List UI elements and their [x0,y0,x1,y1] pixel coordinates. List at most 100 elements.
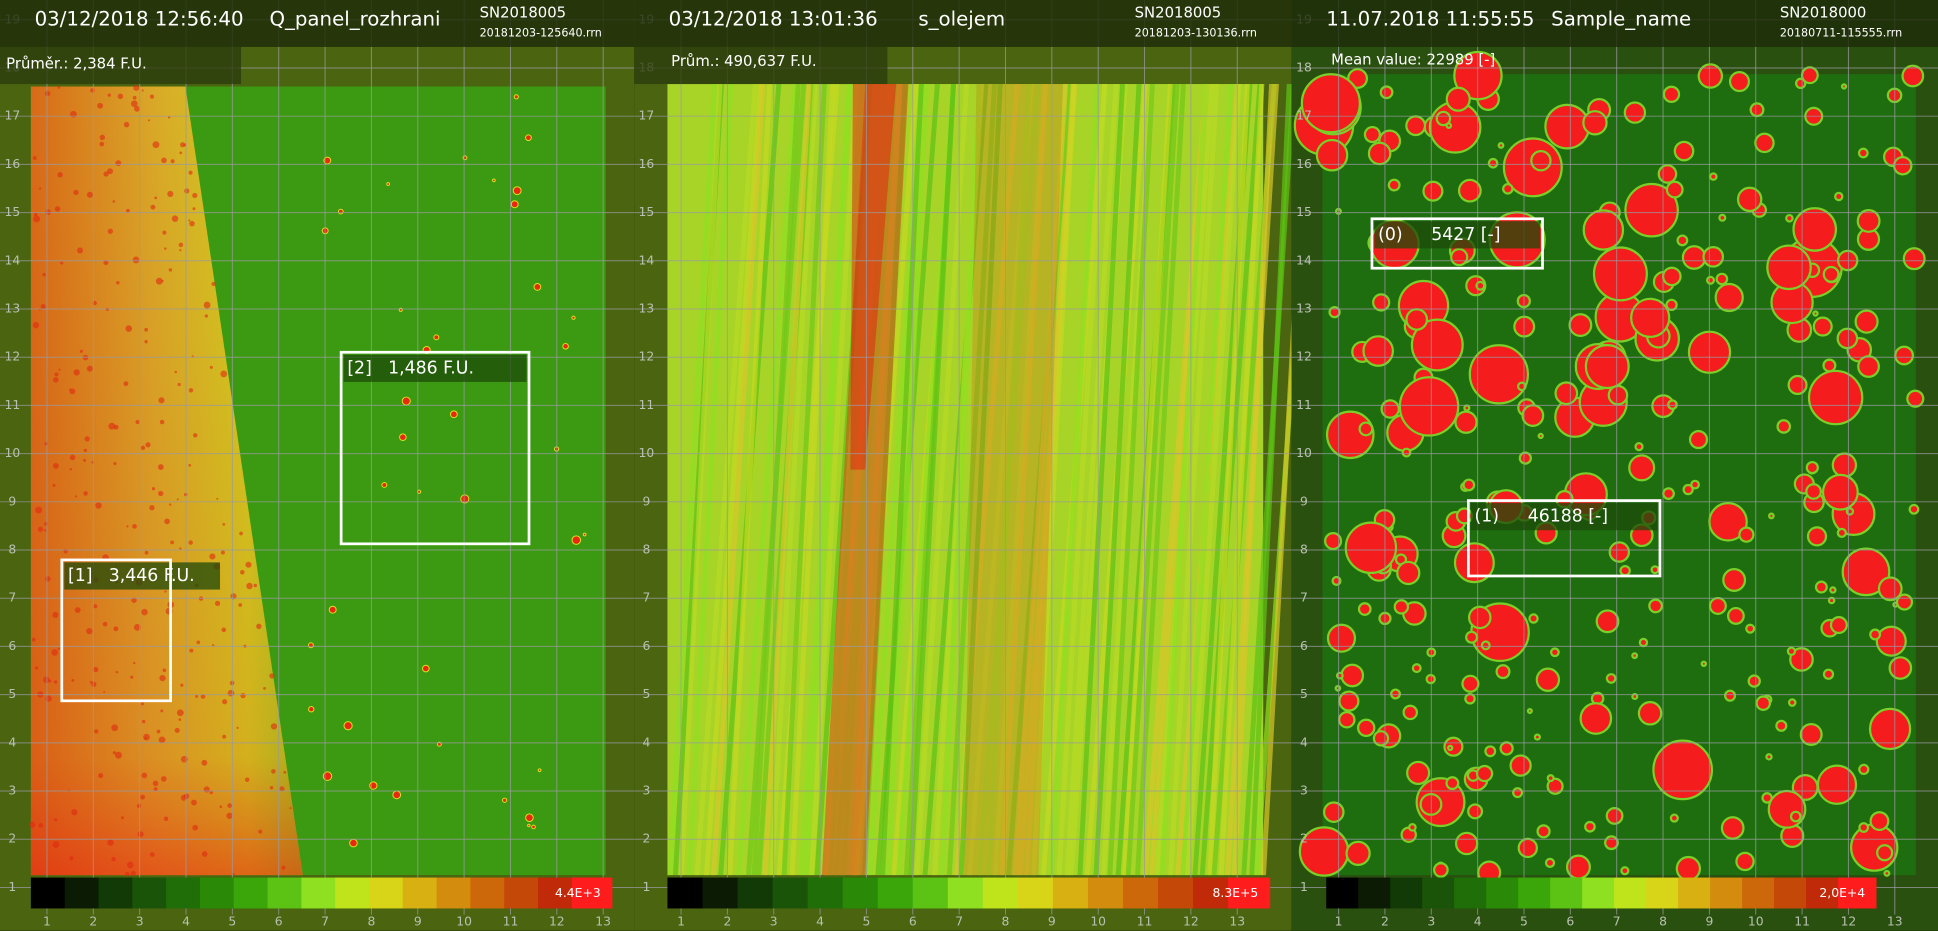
col-label: 1 [677,915,685,929]
row-label: 8 [642,543,650,557]
blob [1631,652,1639,660]
speck [525,134,532,142]
col-label: 11 [1794,915,1810,929]
blob [1776,419,1792,434]
image [1322,74,1916,876]
blob [1356,718,1376,738]
blob [1723,689,1737,702]
stripe [999,84,1049,876]
colorbar-swatch [1358,877,1391,909]
blob [1497,142,1505,149]
speck [322,771,333,781]
row-label: 6 [8,639,16,653]
speck [209,365,213,369]
blob [1475,764,1494,783]
colorbar-swatch [335,877,370,909]
blob [1546,774,1555,783]
col-label: 1 [1335,915,1343,929]
colorbar-swatch [807,877,844,909]
stripe [1231,84,1274,876]
speck [513,94,519,100]
speck [53,377,59,383]
blob [1675,855,1702,882]
speck [54,206,61,212]
col-label: 10 [456,915,472,929]
band [850,84,897,470]
blob [1425,673,1436,685]
colorbar-swatch [402,877,438,909]
speck [239,531,243,536]
speck [169,503,172,506]
region-label-band [1374,221,1541,249]
blob [1665,180,1684,199]
speck [45,576,51,582]
speck [125,325,133,332]
speck [263,686,266,690]
row-label: 5 [642,687,650,701]
speck [244,777,250,782]
blob [1702,245,1725,268]
speck [188,170,193,175]
speck [162,668,167,673]
row-label: 16 [639,157,655,171]
blob [1800,66,1819,85]
blob [1518,451,1532,465]
col-label: 9 [1705,915,1713,929]
row-label: 3 [1300,784,1308,798]
blob [1718,213,1727,222]
colorbar-swatch [64,877,100,909]
stripe [939,84,982,876]
speck [137,831,144,838]
speck [144,339,148,344]
speck [240,569,245,575]
speck [74,607,81,614]
blob [1735,851,1755,872]
speck [171,215,179,222]
col-label: 4 [816,915,824,929]
blob [1487,157,1499,169]
colorbar-swatch [982,877,1019,909]
speck [123,121,130,128]
blob [1433,862,1449,878]
speck [159,674,166,682]
speck [123,381,129,387]
blob [1662,266,1682,287]
blob [1358,421,1374,437]
stripe [1180,84,1234,876]
file-name: 20181203-125640.rrn [480,26,602,39]
blob [1584,344,1630,390]
speck [571,535,582,545]
speck [136,803,142,808]
row-label: 13 [4,302,20,316]
region-box [1370,217,1544,270]
speck [307,642,314,649]
stripe [1049,84,1101,876]
blob [1816,764,1858,805]
stripe [1159,84,1208,876]
colorbar-swatch [842,877,879,909]
speck [227,803,232,808]
speck [150,204,156,210]
blob [1728,71,1751,93]
speck [189,648,194,653]
header-band [634,0,1292,47]
row-label: 9 [642,494,650,508]
col-label: 7 [955,915,963,929]
stripe [1077,84,1126,876]
colorbar-swatch [1454,877,1487,909]
speck [52,841,60,848]
row-label: 13 [639,302,655,316]
speck [283,770,287,774]
speck [328,605,337,614]
colorbar-swatch [1158,877,1194,909]
blob [1637,701,1663,726]
colorbar-swatch [571,877,613,909]
blob [1857,147,1869,159]
speck [143,733,150,741]
blob [1883,869,1891,877]
region-value: 1,486 F.U. [388,358,474,378]
speck [141,702,144,706]
speck [188,463,192,467]
blob [1869,628,1882,641]
